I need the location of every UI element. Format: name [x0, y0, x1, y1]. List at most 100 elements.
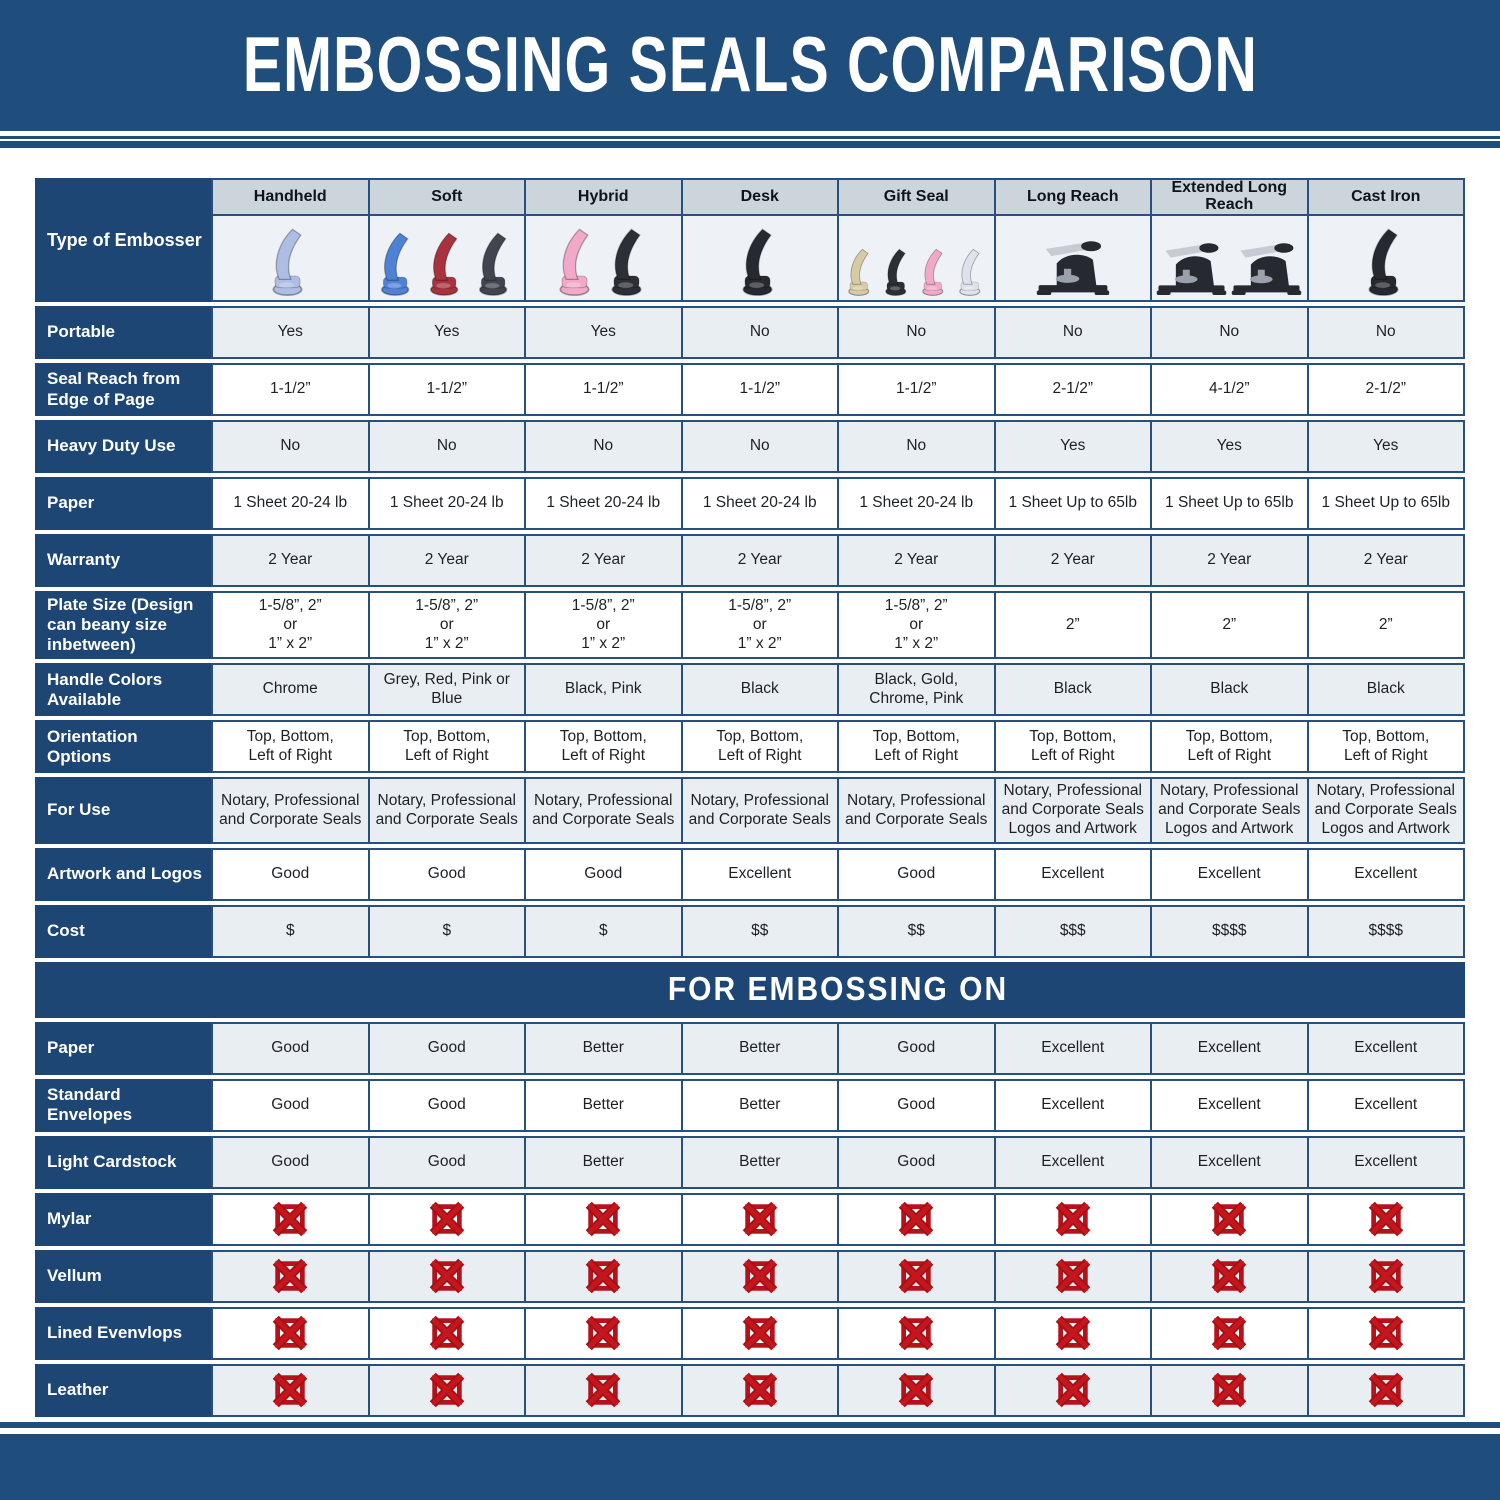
value-cell: Excellent — [993, 1078, 1152, 1132]
hand-embosser-photo — [885, 248, 907, 296]
row-label: Orientation Options — [35, 720, 211, 774]
not-supported-cell — [1306, 1363, 1465, 1417]
value-cell: No — [837, 420, 996, 473]
embossing-row-light-cardstock: Light Cardstock Good Good Better Better Good E… — [35, 1135, 1465, 1189]
not-supported-cell — [211, 1249, 370, 1303]
value-cell: 1 Sheet Up to 65lb — [1306, 477, 1465, 530]
spec-row-for-use: For Use Notary, Professional and Corporat… — [35, 777, 1465, 844]
value-cell: Top, Bottom, Left of Right — [367, 720, 526, 774]
column-header-label: Soft — [369, 180, 524, 216]
red-x-icon — [585, 1316, 621, 1351]
column-header-label: Hybrid — [526, 180, 681, 216]
value-cell: 2 Year — [367, 534, 526, 587]
value-cell: Good — [367, 1078, 526, 1132]
embosser-photo-cell — [213, 216, 368, 300]
value-cell: Excellent — [1306, 1135, 1465, 1189]
row-label: Portable — [35, 306, 211, 359]
value-cell: Black, Pink — [524, 663, 683, 717]
value-cell: $$$$ — [1150, 904, 1309, 958]
row-label: Lined Evenvlops — [35, 1306, 211, 1360]
value-cell: No — [993, 306, 1152, 359]
section-title: FOR EMBOSSING ON — [667, 970, 1009, 1008]
not-supported-cell — [993, 1192, 1152, 1246]
red-x-icon — [898, 1373, 934, 1408]
red-x-icon — [429, 1373, 465, 1408]
value-cell: 1 Sheet 20-24 lb — [367, 477, 526, 530]
hand-embosser-photo — [922, 248, 944, 296]
value-cell: 1-1/2” — [367, 363, 526, 416]
value-cell: 1-5/8”, 2” or 1” x 2” — [524, 591, 683, 660]
red-x-icon — [1055, 1202, 1091, 1237]
divider-line-thin — [0, 136, 1500, 139]
value-cell: Better — [524, 1135, 683, 1189]
desk-press-embosser-photo — [1231, 243, 1302, 295]
row-label: Paper — [35, 1021, 211, 1075]
value-cell: Good — [211, 1021, 370, 1075]
not-supported-cell — [524, 1306, 683, 1360]
value-cell: Excellent — [1150, 847, 1309, 901]
not-supported-cell — [993, 1306, 1152, 1360]
footer-bar — [0, 1434, 1500, 1500]
value-cell: 2-1/2” — [1306, 363, 1465, 416]
value-cell: Better — [680, 1135, 839, 1189]
hand-embosser-photo — [381, 232, 410, 296]
embosser-photo-cell — [369, 216, 524, 300]
embossing-row-leather: Leather — [35, 1363, 1465, 1417]
column-gift-seal: Gift Seal — [837, 178, 996, 302]
red-x-icon — [429, 1316, 465, 1351]
red-x-icon — [1211, 1202, 1247, 1237]
red-x-icon — [742, 1202, 778, 1237]
value-cell: 2 Year — [680, 534, 839, 587]
spec-row-heavy-duty-use: Heavy Duty Use No No No No No Yes Yes Yes — [35, 420, 1465, 473]
value-cell: Good — [211, 847, 370, 901]
value-cell: Better — [524, 1078, 683, 1132]
column-header-label: Gift Seal — [839, 180, 994, 216]
red-x-icon — [1368, 1202, 1404, 1237]
red-x-icon — [1055, 1259, 1091, 1294]
red-x-icon — [1211, 1373, 1247, 1408]
table-header-row: Type of Embosser Handheld Soft Hybrid Desk Gi… — [35, 178, 1465, 302]
embosser-photo-cell — [995, 216, 1150, 300]
spec-row-paper: Paper 1 Sheet 20-24 lb 1 Sheet 20-24 lb 1 S… — [35, 477, 1465, 530]
value-cell: Better — [680, 1078, 839, 1132]
value-cell: 1-1/2” — [211, 363, 370, 416]
red-x-icon — [898, 1259, 934, 1294]
value-cell: No — [211, 420, 370, 473]
value-cell: Black — [993, 663, 1152, 717]
title-banner: EMBOSSING SEALS COMPARISON — [0, 0, 1500, 131]
red-x-icon — [272, 1373, 308, 1408]
divider-line-thick — [0, 141, 1500, 148]
embossing-row-paper: Paper Good Good Better Better Good Excellent Ex… — [35, 1021, 1465, 1075]
red-x-icon — [742, 1373, 778, 1408]
value-cell: $$$ — [993, 904, 1152, 958]
value-cell: 2 Year — [211, 534, 370, 587]
not-supported-cell — [1150, 1363, 1309, 1417]
not-supported-cell — [1306, 1192, 1465, 1246]
row-label: Plate Size (Design can beany size inbetw… — [35, 591, 211, 660]
value-cell: No — [680, 420, 839, 473]
not-supported-cell — [211, 1306, 370, 1360]
value-cell: Better — [524, 1021, 683, 1075]
hand-embosser-photo — [611, 228, 642, 296]
value-cell: Better — [680, 1021, 839, 1075]
embossing-row-lined-evenvlops: Lined Evenvlops — [35, 1306, 1465, 1360]
not-supported-cell — [993, 1363, 1152, 1417]
value-cell: No — [837, 306, 996, 359]
hand-embosser-photo — [848, 248, 870, 296]
red-x-icon — [272, 1259, 308, 1294]
spec-row-plate-size-design-can-beany-size-inbetween: Plate Size (Design can beany size inbetw… — [35, 591, 1465, 660]
value-cell: 1-5/8”, 2” or 1” x 2” — [680, 591, 839, 660]
footer-divider-line — [0, 1422, 1500, 1428]
corner-label: Type of Embosser — [35, 178, 211, 302]
value-cell: No — [524, 420, 683, 473]
value-cell: 2-1/2” — [993, 363, 1152, 416]
value-cell: 1-1/2” — [680, 363, 839, 416]
column-extended-long-reach: Extended Long Reach — [1150, 178, 1309, 302]
value-cell: 2” — [1306, 591, 1465, 660]
red-x-icon — [272, 1202, 308, 1237]
column-desk: Desk — [680, 178, 839, 302]
embosser-photo-cell — [526, 216, 681, 300]
not-supported-cell — [524, 1249, 683, 1303]
value-cell: Excellent — [1306, 1021, 1465, 1075]
value-cell: Black — [680, 663, 839, 717]
